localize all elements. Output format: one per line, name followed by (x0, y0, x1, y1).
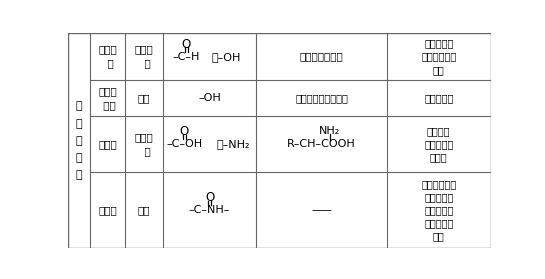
Text: 蛋白质: 蛋白质 (98, 205, 117, 215)
Text: –C–H: –C–H (173, 52, 200, 62)
Text: 酸性和碱
性、缩合生
成多肽: 酸性和碱 性、缩合生 成多肽 (424, 126, 453, 162)
Text: –C–OH: –C–OH (166, 139, 202, 149)
Text: 加成、氧化
（还原性）、
酯化: 加成、氧化 （还原性）、 酯化 (421, 39, 456, 75)
Text: O: O (182, 38, 191, 50)
Text: R–CH–COOH: R–CH–COOH (287, 139, 356, 149)
Text: O: O (205, 191, 214, 204)
Text: 蔗糖、淠粉、纤维素: 蔗糖、淠粉、纤维素 (295, 93, 348, 103)
Text: O: O (180, 125, 189, 138)
Text: 非还原
 性糖: 非还原 性糖 (98, 86, 117, 110)
Text: 还原性
  糖: 还原性 糖 (98, 45, 117, 69)
Text: 醉基羟
  基: 醉基羟 基 (135, 45, 154, 69)
Text: –C–NH–: –C–NH– (189, 205, 231, 215)
Text: 、–NH₂: 、–NH₂ (216, 139, 250, 149)
Text: 水解、酯化: 水解、酯化 (424, 93, 453, 103)
Text: 羟基: 羟基 (138, 93, 150, 103)
Text: 水解、聚沉、
变性、遇硝
酸变黄、灼
烧有烧焦羽
毛味: 水解、聚沉、 变性、遇硝 酸变黄、灼 烧有烧焦羽 毛味 (421, 179, 456, 242)
Text: 肽键: 肽键 (138, 205, 150, 215)
Text: NH₂: NH₂ (319, 126, 341, 136)
Text: ——: —— (311, 205, 332, 215)
Text: 葡萄糖、麦芽糖: 葡萄糖、麦芽糖 (300, 52, 343, 62)
Text: –OH: –OH (198, 93, 221, 103)
Text: 氨基酸: 氨基酸 (98, 139, 117, 149)
Text: 烃
的
衍
生
物: 烃 的 衍 生 物 (76, 102, 82, 180)
Text: 、–OH: 、–OH (212, 52, 241, 62)
Text: 羟基氨
  基: 羟基氨 基 (135, 132, 154, 156)
